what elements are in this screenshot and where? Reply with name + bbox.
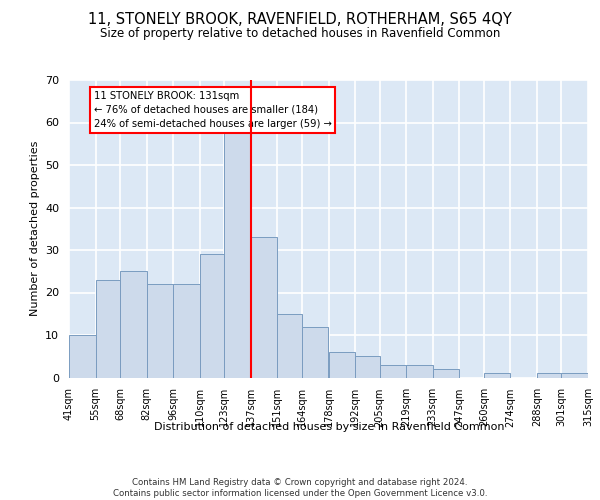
Text: Distribution of detached houses by size in Ravenfield Common: Distribution of detached houses by size … bbox=[154, 422, 504, 432]
Bar bbox=[406, 365, 433, 378]
Bar bbox=[173, 284, 200, 378]
Text: Contains HM Land Registry data © Crown copyright and database right 2024.
Contai: Contains HM Land Registry data © Crown c… bbox=[113, 478, 487, 498]
Bar bbox=[95, 280, 120, 378]
Bar bbox=[251, 238, 277, 378]
Bar bbox=[484, 373, 511, 378]
Bar bbox=[380, 365, 406, 378]
Text: 11, STONELY BROOK, RAVENFIELD, ROTHERHAM, S65 4QY: 11, STONELY BROOK, RAVENFIELD, ROTHERHAM… bbox=[88, 12, 512, 28]
Bar bbox=[329, 352, 355, 378]
Bar bbox=[69, 335, 95, 378]
Bar bbox=[562, 373, 588, 378]
Text: Size of property relative to detached houses in Ravenfield Common: Size of property relative to detached ho… bbox=[100, 26, 500, 40]
Bar bbox=[302, 326, 329, 378]
Bar bbox=[277, 314, 302, 378]
Bar bbox=[120, 271, 146, 378]
Bar bbox=[146, 284, 173, 378]
Text: 11 STONELY BROOK: 131sqm
← 76% of detached houses are smaller (184)
24% of semi-: 11 STONELY BROOK: 131sqm ← 76% of detach… bbox=[94, 90, 331, 128]
Bar bbox=[433, 369, 459, 378]
Bar bbox=[200, 254, 224, 378]
Y-axis label: Number of detached properties: Number of detached properties bbox=[29, 141, 40, 316]
Bar bbox=[355, 356, 380, 378]
Bar bbox=[537, 373, 562, 378]
Bar bbox=[224, 126, 251, 378]
